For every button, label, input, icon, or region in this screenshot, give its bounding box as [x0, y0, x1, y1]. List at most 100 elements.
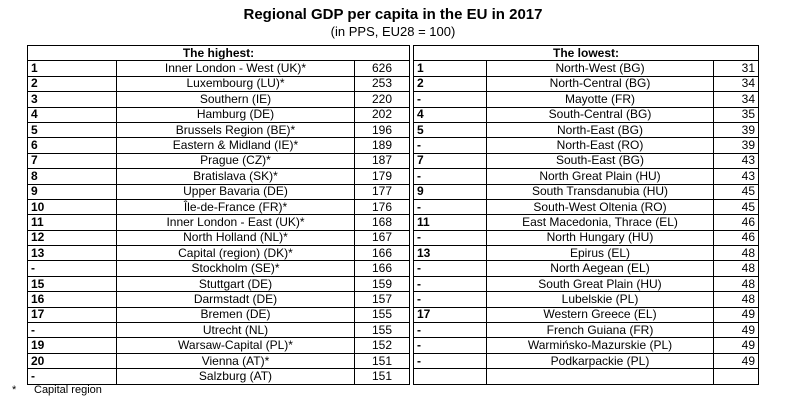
highest-rank: - [27, 368, 117, 385]
lowest-rank: - [413, 291, 487, 308]
highest-value: 253 [354, 75, 410, 93]
table-row: 11 Inner London - East (UK)* 168 11 East Mac… [27, 214, 759, 231]
highest-region: Salzburg (AT) [116, 368, 355, 385]
highest-region: Vienna (AT)* [116, 352, 355, 370]
highest-value: 166 [354, 260, 410, 277]
highest-rank: 17 [27, 306, 117, 324]
lowest-rank: 17 [413, 306, 487, 324]
table-row: 19 Warsaw-Capital (PL)* 152- Warmińsko-Mazu… [27, 337, 759, 354]
highest-rank: 13 [27, 245, 117, 262]
table-row: - Stockholm (SE)* 166- North Aegean (EL) 48 [27, 260, 759, 277]
lowest-value: 48 [713, 275, 759, 293]
lowest-value: 49 [713, 352, 759, 370]
highest-rank: 6 [27, 137, 117, 154]
lowest-value: 48 [713, 260, 759, 277]
lowest-region: North Aegean (EL) [486, 260, 714, 277]
lowest-value [713, 368, 759, 385]
lowest-rank [413, 368, 487, 385]
highest-region: Hamburg (DE) [116, 106, 355, 123]
highest-region: Brussels Region (BE)* [116, 121, 355, 139]
highest-value: 176 [354, 198, 410, 216]
highest-value: 179 [354, 168, 410, 185]
header-row: The highest: The lowest: [27, 44, 759, 62]
lowest-value: 49 [713, 322, 759, 339]
highest-region: Southern (IE) [116, 91, 355, 108]
table-row: - Utrecht (NL) 155- French Guiana (FR) 49 [27, 322, 759, 339]
highest-rank: 2 [27, 75, 117, 93]
highest-rank: - [27, 322, 117, 339]
highest-rank: 4 [27, 106, 117, 123]
highest-region: Prague (CZ)* [116, 152, 355, 170]
highest-rank: 5 [27, 121, 117, 139]
lowest-value: 43 [713, 168, 759, 185]
highest-region: Eastern & Midland (IE)* [116, 137, 355, 154]
lowest-rank: 9 [413, 183, 487, 200]
table-row: 15 Stuttgart (DE) 159- South Great Plain (H… [27, 275, 759, 293]
lowest-region: North Great Plain (HU) [486, 168, 714, 185]
lowest-value: 34 [713, 91, 759, 108]
highest-rank: 16 [27, 291, 117, 308]
table-row: 10 Île-de-France (FR)* 176- South-West Olte… [27, 198, 759, 216]
table-subtitle: (in PPS, EU28 = 100) [330, 24, 456, 39]
table-row: 9 Upper Bavaria (DE) 177 9 South Transdanubi… [27, 183, 759, 200]
lowest-value: 48 [713, 291, 759, 308]
lowest-value: 39 [713, 121, 759, 139]
highest-value: 155 [354, 322, 410, 339]
lowest-value: 34 [713, 75, 759, 93]
table-row: 13 Capital (region) (DK)* 166 13 Epirus (EL)… [27, 245, 759, 262]
highest-rank: 1 [27, 60, 117, 77]
lowest-region: Mayotte (FR) [486, 91, 714, 108]
highest-region: Luxembourg (LU)* [116, 75, 355, 93]
lowest-value: 49 [713, 337, 759, 354]
table-row: 16 Darmstadt (DE) 157- Lubelskie (PL) 48 [27, 291, 759, 308]
table-row: 4 Hamburg (DE) 202 4 South-Central (BG) 35 [27, 106, 759, 123]
highest-region: Darmstadt (DE) [116, 291, 355, 308]
highest-value: 152 [354, 337, 410, 354]
lowest-region: South Transdanubia (HU) [486, 183, 714, 200]
highest-rank: 7 [27, 152, 117, 170]
table-row: 7 Prague (CZ)* 187 7 South-East (BG) 43 [27, 152, 759, 170]
lowest-rank: 1 [413, 60, 487, 77]
lowest-region: Lubelskie (PL) [486, 291, 714, 308]
lowest-rank: - [413, 137, 487, 154]
lowest-value: 48 [713, 245, 759, 262]
lowest-value: 46 [713, 214, 759, 231]
highest-region: Warsaw-Capital (PL)* [116, 337, 355, 354]
highest-region: Bratislava (SK)* [116, 168, 355, 185]
lowest-region: South-West Oltenia (RO) [486, 198, 714, 216]
lowest-rank: 5 [413, 121, 487, 139]
lowest-rank: 11 [413, 214, 487, 231]
highest-value: 167 [354, 229, 410, 247]
highest-region: Inner London - East (UK)* [116, 214, 355, 231]
table-title: Regional GDP per capita in the EU in 201… [243, 6, 543, 23]
highest-rank: 3 [27, 91, 117, 108]
highest-rank: 19 [27, 337, 117, 354]
table-row: 5 Brussels Region (BE)* 196 5 North-East (BG… [27, 121, 759, 139]
lowest-value: 45 [713, 183, 759, 200]
lowest-rank: - [413, 352, 487, 370]
lowest-rank: - [413, 229, 487, 247]
highest-rank: 20 [27, 352, 117, 370]
table-row: 8 Bratislava (SK)* 179- North Great Plain (… [27, 168, 759, 185]
lowest-region: North-East (RO) [486, 137, 714, 154]
table-row: 17 Bremen (DE) 155 17 Western Greece (EL) 49 [27, 306, 759, 324]
highest-value: 159 [354, 275, 410, 293]
highest-region: North Holland (NL)* [116, 229, 355, 247]
lowest-value: 46 [713, 229, 759, 247]
lowest-region: North Hungary (HU) [486, 229, 714, 247]
lowest-region: North-East (BG) [486, 121, 714, 139]
lowest-value: 31 [713, 60, 759, 77]
highest-rank: 10 [27, 198, 117, 216]
highest-rank: 8 [27, 168, 117, 185]
highest-region: Capital (region) (DK)* [116, 245, 355, 262]
highest-rank: 12 [27, 229, 117, 247]
highest-value: 157 [354, 291, 410, 308]
highest-value: 155 [354, 306, 410, 324]
table-row: 12 North Holland (NL)* 167- North Hungary (… [27, 229, 759, 247]
highest-value: 196 [354, 121, 410, 139]
lowest-region: Epirus (EL) [486, 245, 714, 262]
highest-header: The highest: [27, 44, 410, 62]
highest-value: 151 [354, 352, 410, 370]
lowest-rank: - [413, 198, 487, 216]
lowest-value: 39 [713, 137, 759, 154]
